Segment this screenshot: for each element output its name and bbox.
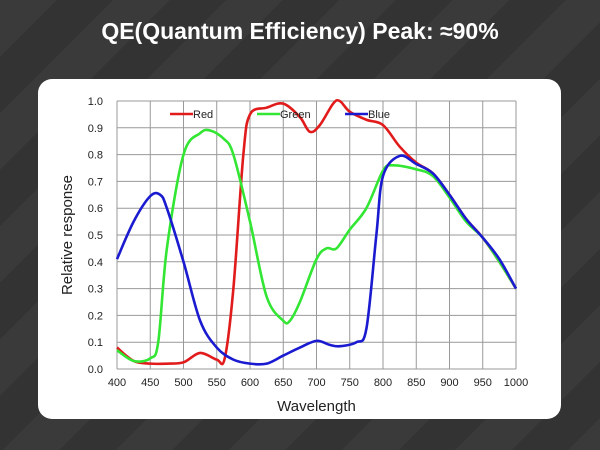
legend-label-red: Red bbox=[193, 109, 213, 121]
x-tick-label: 1000 bbox=[504, 377, 528, 389]
y-tick-label: 0.1 bbox=[88, 337, 103, 349]
x-tick-label: 800 bbox=[374, 377, 392, 389]
x-axis-label: Wavelength bbox=[277, 398, 356, 415]
x-tick-label: 600 bbox=[241, 377, 259, 389]
x-tick-label: 700 bbox=[307, 377, 325, 389]
series-line-green bbox=[116, 128, 518, 363]
x-tick-label: 550 bbox=[208, 377, 226, 389]
y-tick-label: 0.2 bbox=[88, 310, 103, 322]
y-tick-label: 0.5 bbox=[88, 230, 103, 242]
y-tick-label: 1.0 bbox=[88, 96, 103, 108]
y-tick-label: 0.7 bbox=[88, 176, 103, 188]
x-tick-label: 450 bbox=[141, 377, 159, 389]
x-tick-label: 500 bbox=[174, 377, 192, 389]
x-tick-label: 650 bbox=[274, 377, 292, 389]
y-tick-label: 0.0 bbox=[88, 364, 103, 376]
x-tick-label: 900 bbox=[440, 377, 458, 389]
y-tick-label: 0.4 bbox=[88, 257, 103, 269]
chart-card bbox=[38, 79, 561, 419]
y-tick-label: 0.3 bbox=[88, 284, 103, 296]
x-tick-label: 950 bbox=[474, 377, 492, 389]
y-tick-label: 0.9 bbox=[88, 123, 103, 135]
x-tick-label: 850 bbox=[407, 377, 425, 389]
legend-label-blue: Blue bbox=[368, 109, 390, 121]
y-tick-label: 0.8 bbox=[88, 150, 103, 162]
y-tick-label: 0.6 bbox=[88, 203, 103, 215]
y-axis-label: Relative response bbox=[59, 175, 76, 295]
x-tick-label: 750 bbox=[341, 377, 359, 389]
legend-label-green: Green bbox=[280, 109, 311, 121]
series-line-blue bbox=[115, 154, 518, 366]
x-tick-label: 400 bbox=[108, 377, 126, 389]
chart-title: QE(Quantum Efficiency) Peak: ≈90% bbox=[101, 18, 499, 44]
